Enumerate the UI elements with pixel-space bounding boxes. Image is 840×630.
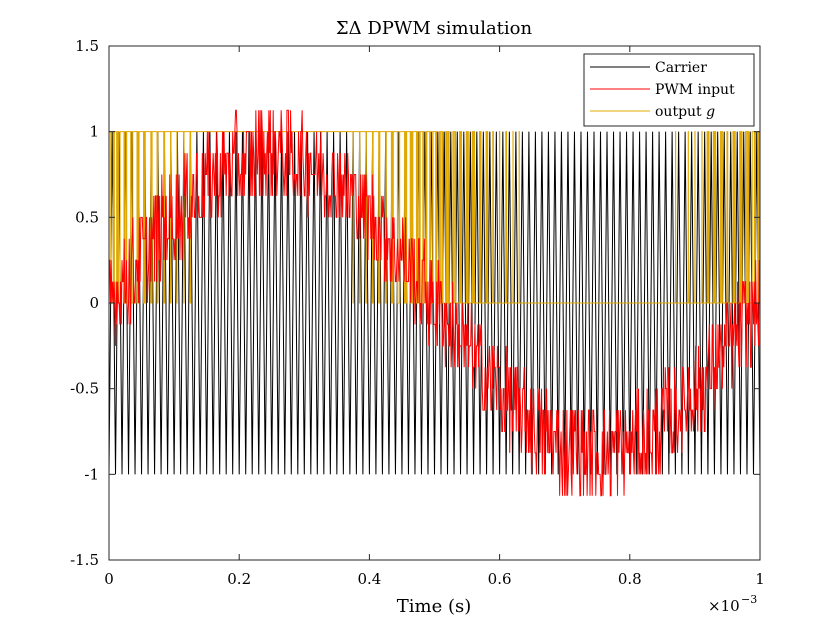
x-axis-label: Time (s) [397, 596, 472, 617]
legend-label-pwm-input: PWM input [655, 82, 735, 98]
series-output-g [109, 131, 760, 304]
legend-label-output-var: g [706, 104, 715, 120]
chart-title: ΣΔ DPWM simulation [336, 18, 533, 39]
y-tick-label: -0.5 [70, 380, 99, 398]
y-tick-label: 0 [89, 294, 99, 312]
x-tick-label: 0 [104, 570, 114, 588]
series-pwm-input [109, 109, 761, 497]
x-exponent-label: ×10 −3 [708, 593, 757, 615]
y-tick-label: -1.5 [70, 551, 99, 569]
y-tick-label: -1 [84, 465, 99, 483]
series-carrier [108, 131, 761, 475]
x-tick-label: 1 [755, 570, 765, 588]
x-tick-label: 0.8 [618, 570, 642, 588]
x-tick-label: 0.4 [357, 570, 381, 588]
x-tick-label: 0.2 [227, 570, 251, 588]
legend: Carrier PWM input output g [583, 53, 755, 127]
legend-label-output-g: output g [655, 104, 715, 120]
x-exponent-base: ×10 [708, 597, 740, 615]
x-exponent-power: −3 [741, 593, 757, 606]
y-tick-label: 0.5 [75, 208, 99, 226]
y-tick-label: 1.5 [75, 37, 99, 55]
y-tick-label: 1 [89, 123, 99, 141]
legend-label-output-text: output [655, 104, 706, 120]
legend-box [583, 53, 755, 127]
legend-label-carrier: Carrier [655, 60, 707, 76]
series-layer [108, 109, 761, 497]
tick-layer: 0 0.2 0.4 0.6 0.8 1 -1.5 -1 -0.5 0 0.5 1 1.5 [70, 37, 765, 588]
x-tick-label: 0.6 [488, 570, 512, 588]
